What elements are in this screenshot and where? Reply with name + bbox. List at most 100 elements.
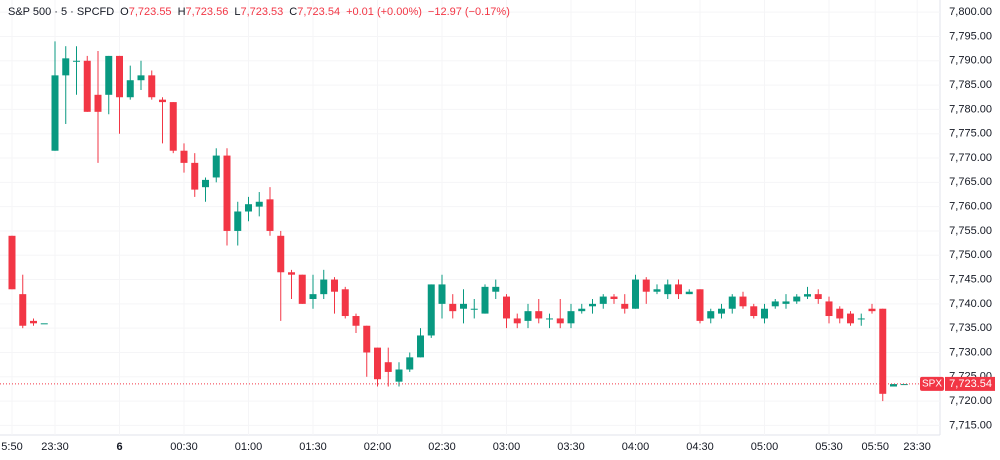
candle-body <box>782 301 790 304</box>
candle-body <box>492 286 500 292</box>
candle-body <box>814 294 822 300</box>
candle-body <box>341 289 349 317</box>
candle-body <box>417 335 424 358</box>
x-tick-label: 04:00 <box>622 441 650 453</box>
candle-body <box>255 201 263 207</box>
symbol: S&P 500 · 5 · SPCFD <box>8 6 114 18</box>
price-tag <box>945 376 995 391</box>
candle-body <box>675 284 682 295</box>
candle-body <box>83 60 91 112</box>
candle-body <box>352 316 360 326</box>
candle-body <box>621 303 629 309</box>
ohlc-label: C <box>289 6 297 18</box>
candle-body <box>223 155 231 231</box>
ohlc-value: 7,723.56 <box>186 6 229 18</box>
candle-body <box>191 162 199 190</box>
candle-body <box>94 94 102 112</box>
y-tick-label: 7,755.00 <box>949 225 992 237</box>
candle-body <box>685 291 693 295</box>
candle-body <box>331 279 338 292</box>
candle-body <box>653 289 661 292</box>
candle-body <box>524 311 532 321</box>
candle-body <box>868 308 876 312</box>
candle-body <box>298 274 306 304</box>
candle-body <box>556 318 564 324</box>
candle-body <box>180 150 188 163</box>
y-tick-label: 7,730.00 <box>949 346 992 358</box>
x-tick-label: 6 <box>116 441 122 453</box>
ohlc-value: 7,723.55 <box>129 6 172 18</box>
candle-body <box>105 55 113 95</box>
y-tick-label: 7,785.00 <box>949 79 992 91</box>
candle-body <box>728 296 736 309</box>
candle-body <box>857 318 865 320</box>
y-tick-label: 7,735.00 <box>949 322 992 334</box>
candle-body <box>470 308 478 310</box>
x-tick-label: 05:50 <box>861 441 889 453</box>
candle-body <box>406 357 414 370</box>
candle-body <box>51 75 59 151</box>
y-tick-label: 7,775.00 <box>949 128 992 140</box>
x-tick-label: 5:50 <box>1 441 22 453</box>
x-tick-label: 03:00 <box>493 441 521 453</box>
candle-body <box>578 308 586 312</box>
candle-body <box>535 311 543 319</box>
candle-body <box>395 369 403 382</box>
change: +0.01 (+0.00%) <box>346 6 422 18</box>
x-tick-label: 23:30 <box>903 441 931 453</box>
candle-body <box>836 308 844 319</box>
candle-body <box>460 303 467 309</box>
ohlc-value: 7,723.53 <box>240 6 283 18</box>
candle-body <box>900 384 908 386</box>
candle-body <box>202 179 209 188</box>
candle-body <box>438 284 446 304</box>
candle-body <box>148 75 156 98</box>
candle-body <box>137 75 145 81</box>
x-tick-label: 00:30 <box>170 441 198 453</box>
x-tick-label: 02:30 <box>428 441 456 453</box>
symbol-tag <box>920 376 944 391</box>
x-tick-label: 05:30 <box>815 441 843 453</box>
legend-line: S&P 500 · 5 · SPCFD O7,723.55 H7,723.56 L7,… <box>8 6 510 18</box>
symbol-tag-text: SPX <box>922 379 942 390</box>
candle-body <box>771 301 779 307</box>
candle-body <box>890 384 897 387</box>
candle-body <box>320 279 328 295</box>
candle-body <box>8 235 16 290</box>
candle-body <box>245 204 252 212</box>
candle-body <box>750 306 758 317</box>
candle-body <box>481 286 489 314</box>
ohlc-label: O <box>120 6 129 18</box>
y-tick-label: 7,740.00 <box>949 298 992 310</box>
candle-body <box>30 320 37 324</box>
candle-body <box>847 313 854 324</box>
y-tick-label: 7,780.00 <box>949 103 992 115</box>
candle-body <box>546 318 553 320</box>
candle-body <box>212 155 220 178</box>
candle-body <box>825 301 833 317</box>
candle-body <box>599 296 607 304</box>
candle-body <box>513 318 521 324</box>
candle-body <box>567 311 575 324</box>
candle-body <box>718 308 725 314</box>
y-tick-label: 7,795.00 <box>949 30 992 42</box>
x-tick-label: 23:30 <box>41 441 69 453</box>
y-tick-label: 7,715.00 <box>949 419 992 431</box>
candle-body <box>761 308 768 319</box>
y-tick-label: 7,720.00 <box>949 395 992 407</box>
x-tick-label: 03:30 <box>557 441 585 453</box>
candle-body <box>696 289 704 321</box>
candle-body <box>793 296 801 302</box>
y-tick-label: 7,750.00 <box>949 249 992 261</box>
candle-body <box>804 294 811 297</box>
y-tick-label: 7,765.00 <box>949 176 992 188</box>
candle-body <box>449 303 457 312</box>
candle-body <box>116 55 123 98</box>
x-tick-label: 01:30 <box>299 441 327 453</box>
candle-body <box>62 58 70 76</box>
y-tick-label: 7,790.00 <box>949 55 992 67</box>
candle-body <box>40 323 48 325</box>
ohlc-label: H <box>178 6 186 18</box>
x-tick-label: 01:00 <box>235 441 263 453</box>
